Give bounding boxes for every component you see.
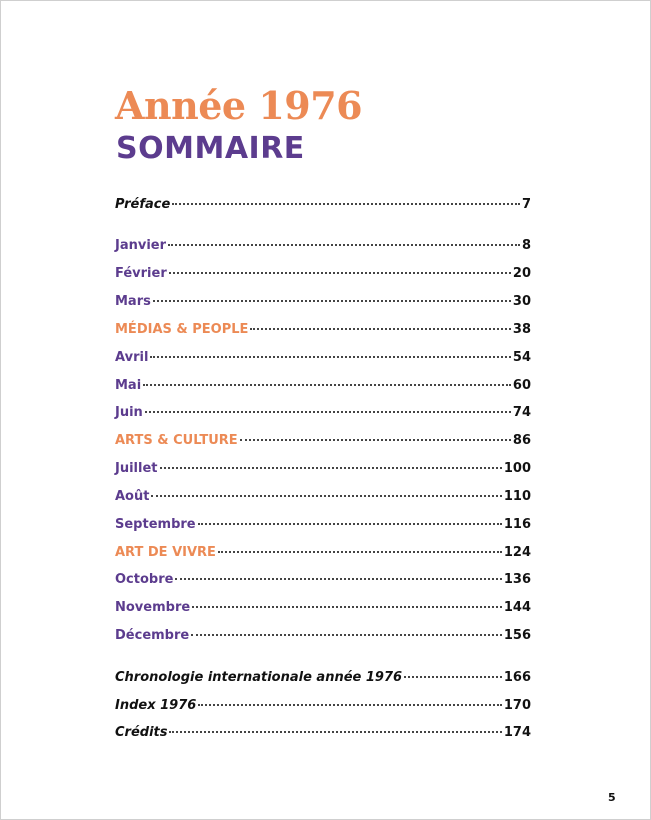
dot-leader	[168, 272, 511, 274]
entry-label: ART DE VIVRE	[115, 545, 216, 560]
dot-leader	[168, 244, 520, 246]
entry-page: 86	[512, 433, 531, 448]
entry-label: Septembre	[115, 517, 196, 532]
toc-entry: Décembre 156	[115, 628, 531, 644]
dot-leader	[175, 578, 502, 580]
entry-page: 38	[512, 322, 531, 337]
entry-page: 8	[521, 238, 531, 253]
entry-label: Janvier	[115, 238, 167, 253]
dot-leader	[239, 439, 511, 441]
entry-label: Chronologie internationale année 1976	[115, 670, 403, 685]
entry-page: 170	[503, 698, 531, 713]
entry-page: 60	[512, 378, 531, 393]
dot-leader	[150, 356, 511, 358]
toc-entry: Mai 60	[115, 378, 531, 394]
dot-leader	[250, 328, 511, 330]
entry-label: Novembre	[115, 600, 191, 615]
entry-label: Février	[115, 266, 167, 281]
entry-page: 7	[521, 197, 531, 212]
dot-leader	[198, 704, 502, 706]
entry-page: 100	[503, 461, 531, 476]
dot-leader	[192, 606, 502, 608]
entry-page: 110	[503, 489, 531, 504]
dot-leader	[169, 731, 502, 733]
dot-leader	[197, 523, 502, 525]
entry-page: 166	[503, 670, 531, 685]
entry-page: 116	[503, 517, 531, 532]
entry-page: 74	[512, 405, 531, 420]
dot-leader	[217, 551, 502, 553]
entry-page: 144	[503, 600, 531, 615]
entry-label: Décembre	[115, 628, 190, 643]
entry-label: Index 1976	[115, 698, 197, 713]
entry-label: Août	[115, 489, 150, 504]
toc-entry: Février 20	[115, 266, 531, 282]
entry-page: 156	[503, 628, 531, 643]
entry-label: MÉDIAS & PEOPLE	[115, 322, 249, 337]
entry-label: Juin	[115, 405, 143, 420]
dot-leader	[151, 495, 502, 497]
toc-entry: Mars 30	[115, 294, 531, 310]
toc-entry: Novembre 144	[115, 600, 531, 616]
toc-entry: Janvier 8	[115, 238, 531, 254]
entry-label: Juillet	[115, 461, 158, 476]
entry-page: 174	[503, 725, 531, 740]
toc-entry: Préface 7	[115, 197, 531, 213]
toc-entry: ARTS & CULTURE 86	[115, 433, 531, 449]
entry-page: 20	[512, 266, 531, 281]
dot-leader	[152, 300, 511, 302]
entry-label: Mai	[115, 378, 142, 393]
toc-entry: ART DE VIVRE 124	[115, 545, 531, 561]
entry-page: 124	[503, 545, 531, 560]
entry-page: 30	[512, 294, 531, 309]
dot-leader	[404, 676, 502, 678]
dot-leader	[143, 384, 511, 386]
toc-entry: Juillet 100	[115, 461, 531, 477]
subtitle: SOMMAIRE	[116, 131, 305, 166]
entry-page: 54	[512, 350, 531, 365]
toc-entry: Crédits 174	[115, 725, 531, 741]
entry-label: Avril	[115, 350, 149, 365]
page-number: 5	[608, 791, 616, 804]
toc-entry: Août 110	[115, 489, 531, 505]
toc-entry: Avril 54	[115, 350, 531, 366]
entry-label: Crédits	[115, 725, 168, 740]
toc-entry: Juin 74	[115, 405, 531, 421]
entry-page: 136	[503, 572, 531, 587]
dot-leader	[159, 467, 502, 469]
toc-entry: Chronologie internationale année 1976 166	[115, 670, 531, 686]
entry-label: ARTS & CULTURE	[115, 433, 238, 448]
entry-label: Octobre	[115, 572, 174, 587]
dot-leader	[172, 203, 520, 205]
entry-label: Préface	[115, 197, 171, 212]
toc-entry: Index 1976 170	[115, 698, 531, 714]
dot-leader	[191, 634, 502, 636]
toc-entry: Septembre 116	[115, 517, 531, 533]
title: Année 1976	[115, 83, 363, 128]
dot-leader	[144, 411, 511, 413]
toc-entry: MÉDIAS & PEOPLE 38	[115, 322, 531, 338]
entry-label: Mars	[115, 294, 151, 309]
toc-entry: Octobre 136	[115, 572, 531, 588]
